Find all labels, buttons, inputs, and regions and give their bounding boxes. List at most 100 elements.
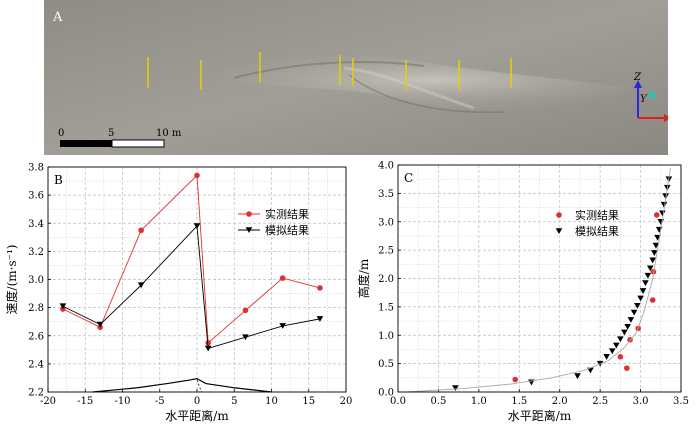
- y-tick-label: 4.0: [378, 161, 394, 172]
- scale-label-5: 5: [108, 128, 114, 139]
- data-point: [624, 365, 630, 371]
- axis-z-label: Z: [633, 72, 642, 83]
- series-fit-curve: [406, 167, 671, 393]
- panel-label: C: [404, 171, 413, 185]
- x-tick-label: 5: [231, 396, 237, 407]
- data-point: [194, 172, 200, 179]
- x-tick-label: 0.0: [390, 396, 406, 407]
- terrain-image: A 0 5 10 m Z Y X: [44, 0, 668, 155]
- scale-label-0: 0: [58, 128, 64, 139]
- y-tick-label: 3.4: [28, 219, 44, 230]
- x-axis-label: 水平距离/m: [508, 408, 572, 423]
- y-tick-label: 3.2: [28, 247, 44, 258]
- data-point: [639, 288, 647, 294]
- data-point: [574, 373, 581, 380]
- legend-label: 模拟结果: [575, 224, 619, 238]
- chart-c: [397, 164, 682, 393]
- x-axis-label: 水平距离/m: [165, 408, 229, 423]
- data-point: [649, 257, 656, 264]
- series-模拟结果: [59, 223, 324, 352]
- data-point: [603, 354, 610, 360]
- y-tick-label: 2.6: [28, 331, 44, 342]
- data-point: [660, 201, 668, 208]
- data-point: [627, 317, 635, 323]
- plot-frame: [397, 164, 682, 393]
- data-point: [138, 227, 144, 234]
- x-tick-label: 15: [302, 396, 315, 407]
- data-point: [137, 282, 145, 289]
- x-tick-label: 0: [194, 396, 200, 407]
- data-point: [512, 376, 519, 383]
- data-point: [659, 210, 666, 217]
- x-tick-label: 2.0: [552, 396, 568, 407]
- charts-svg: -20 -15 -10 -5 0 5 10 15 20 2.2 2.4 2.6 2.8 3.0 3.2 3.4…: [4, 161, 689, 424]
- chart-b: [47, 166, 347, 393]
- data-point: [652, 242, 660, 249]
- data-point: [279, 275, 286, 281]
- y-axis-label: 高度/m: [356, 258, 371, 298]
- legend-marker: [556, 212, 562, 218]
- series-line: [62, 174, 321, 344]
- series-模拟结果: [452, 176, 673, 392]
- scale-bar: 0 5 10 m: [58, 128, 182, 148]
- y-tick-label: 3.6: [28, 191, 44, 202]
- x-tick-label: 1.5: [511, 396, 527, 407]
- y-tick-label: 1.0: [378, 331, 394, 342]
- data-point: [316, 316, 324, 322]
- y-tick-label: 2.5: [378, 246, 394, 257]
- data-point: [637, 295, 644, 302]
- y-tick-label: 2.8: [28, 303, 44, 314]
- y-tick-label: 3.0: [28, 275, 44, 286]
- data-point: [649, 297, 656, 303]
- data-point: [646, 265, 654, 272]
- legend-marker: [246, 211, 252, 217]
- data-point: [662, 193, 669, 200]
- charts-area: -20 -15 -10 -5 0 5 10 15 20 2.2 2.4 2.6 2.8 3.0 3.2 3.4…: [0, 155, 700, 427]
- data-point: [617, 336, 624, 343]
- plot-frame: [47, 166, 347, 393]
- x-tick-label: -15: [77, 396, 93, 407]
- data-point: [621, 329, 628, 336]
- bed-profile-dash: [196, 379, 202, 393]
- legend-marker: [245, 227, 253, 233]
- x-tick-label: 2.5: [592, 396, 608, 407]
- data-point: [642, 280, 649, 287]
- y-tick-label: 2.0: [378, 274, 394, 285]
- y-tick-label: 3.5: [378, 189, 394, 200]
- panel-label: B: [54, 173, 63, 187]
- y-tick-label: 2.4: [28, 359, 44, 370]
- legend-marker: [555, 228, 563, 234]
- data-point: [204, 345, 212, 352]
- terrain-view: A 0 5 10 m Z Y X: [44, 0, 668, 155]
- fit-curve-line: [406, 167, 671, 393]
- y-tick-label: 2.2: [28, 388, 44, 399]
- x-tick-label: 0.5: [430, 396, 446, 407]
- data-point: [205, 339, 211, 346]
- data-point: [630, 309, 638, 316]
- x-tick-label: -5: [155, 396, 165, 407]
- data-point: [651, 250, 658, 256]
- data-point: [59, 303, 67, 310]
- scale-label-10: 10 m: [156, 128, 182, 139]
- data-point: [452, 385, 459, 392]
- data-point: [242, 307, 249, 314]
- data-point: [654, 234, 661, 241]
- data-point: [279, 323, 286, 329]
- panel-a-label: A: [52, 10, 63, 25]
- data-point: [587, 367, 594, 374]
- x-tick-label: 3.0: [633, 396, 649, 407]
- x-tick-label: -20: [40, 396, 56, 407]
- data-point: [96, 321, 104, 328]
- series-line: [62, 225, 321, 349]
- data-point: [617, 354, 624, 360]
- legend-label: 实测结果: [575, 208, 619, 222]
- y-tick-label: 3.8: [28, 163, 44, 174]
- measurement-lines: [147, 52, 512, 90]
- axis-triad-icon: Z Y X: [633, 72, 668, 122]
- data-point: [193, 223, 201, 230]
- data-point: [317, 285, 323, 291]
- x-tick-label: 10: [265, 396, 278, 407]
- y-tick-label: 0.0: [378, 388, 394, 399]
- x-tick-label: 3.5: [673, 396, 689, 407]
- data-point: [653, 212, 660, 218]
